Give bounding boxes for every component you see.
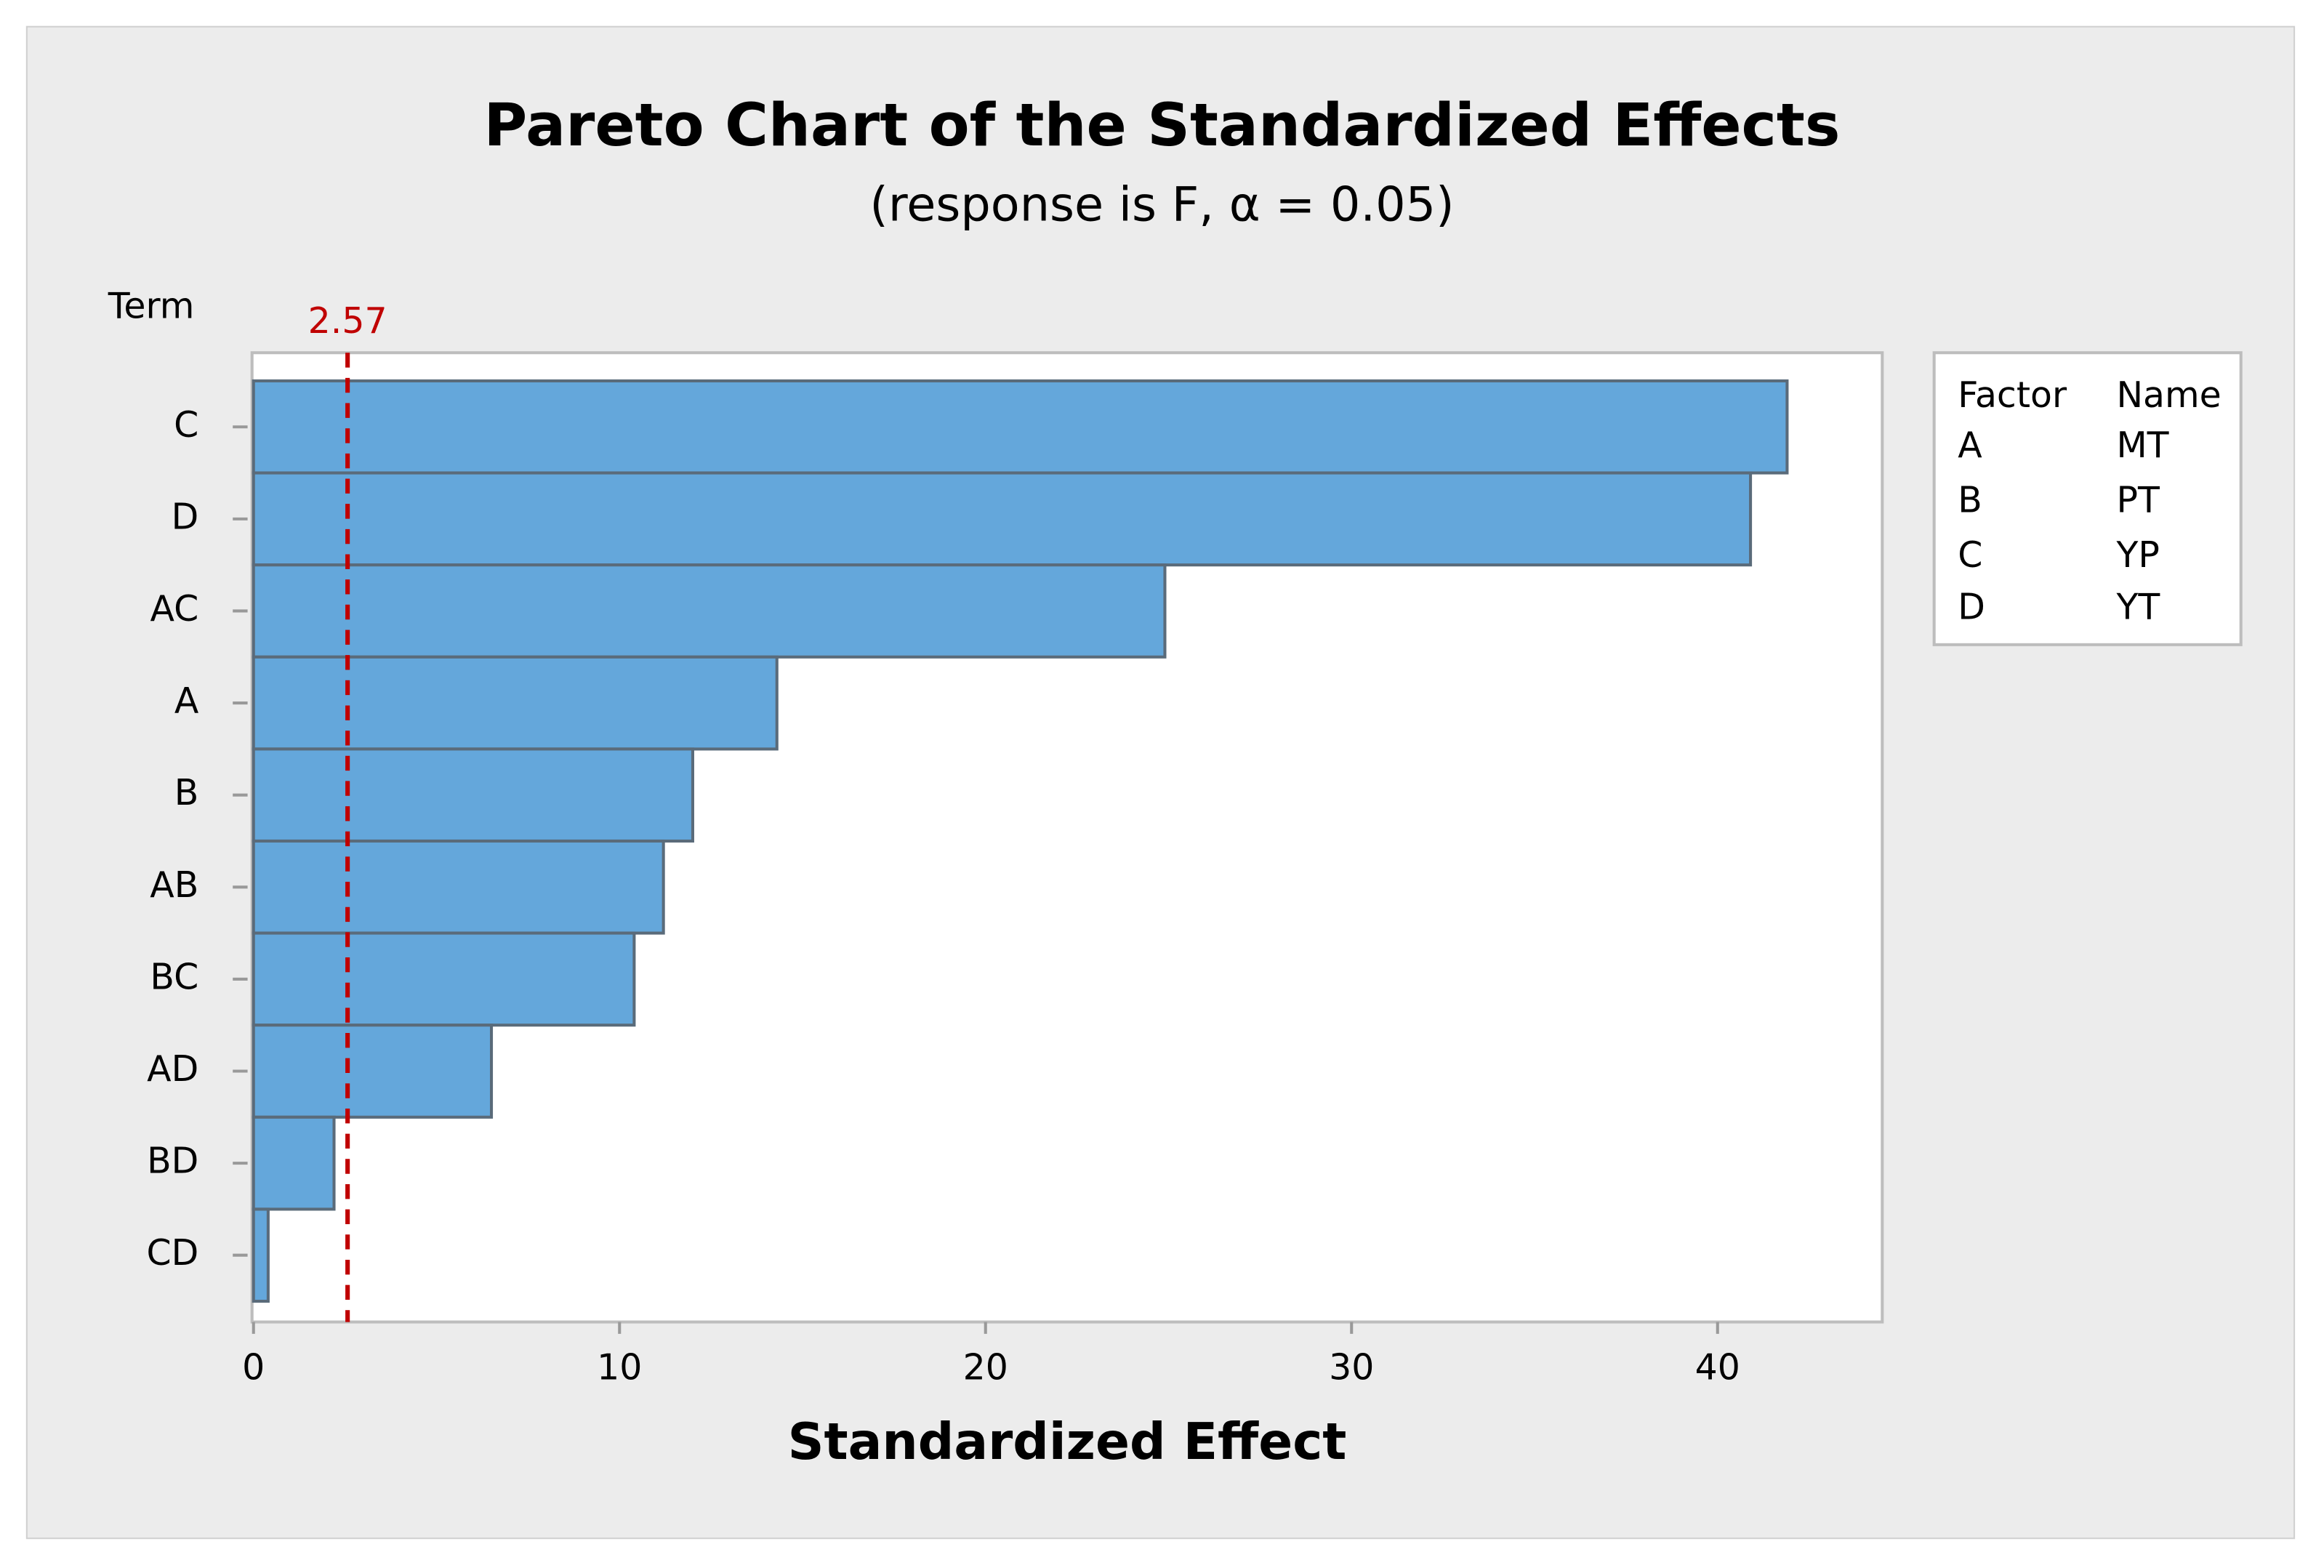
bar (252, 471, 1753, 567)
y-tick-label: AB (150, 864, 198, 906)
bar (252, 839, 665, 935)
chart-title: Pareto Chart of the Standardized Effects (484, 91, 1841, 160)
y-tick-label: C (174, 404, 198, 446)
factor-table-cell: YP (2115, 534, 2159, 576)
chart-subtitle: (response is F, α = 0.05) (869, 177, 1454, 232)
bar (252, 1115, 336, 1211)
x-tick-label: 20 (963, 1346, 1008, 1388)
bar (252, 379, 1789, 475)
x-tick-label: 0 (242, 1346, 265, 1388)
factor-table-cell: A (1958, 425, 1982, 466)
y-tick-label: CD (146, 1232, 198, 1274)
factor-table-box (1932, 351, 2243, 646)
y-tick-label: AD (147, 1048, 198, 1090)
x-tick-label: 10 (597, 1346, 642, 1388)
bar (252, 1207, 270, 1303)
factor-table-cell: D (1958, 586, 1985, 627)
y-tick-label: A (174, 680, 199, 722)
y-axis-title: Term (108, 286, 195, 327)
x-tick-label: 40 (1695, 1346, 1740, 1388)
factor-table-cell: C (1958, 534, 1982, 576)
factor-table-header: Name (2116, 374, 2221, 416)
factor-table-cell: PT (2116, 480, 2160, 521)
factor-table-cell: MT (2116, 425, 2169, 466)
y-tick-label: AC (150, 588, 199, 630)
y-tick-label: B (174, 772, 199, 813)
y-tick-label: BD (147, 1141, 198, 1182)
reference-line-label: 2.57 (308, 300, 387, 342)
y-tick-label: BC (150, 956, 198, 997)
x-axis-title: Standardized Effect (788, 1413, 1347, 1471)
bar (252, 747, 694, 843)
factor-table-header: Factor (1958, 374, 2067, 416)
bar (252, 931, 636, 1027)
bar (252, 655, 779, 751)
factor-table-cell: YT (2115, 586, 2160, 627)
factor-table-cell: B (1958, 480, 1982, 521)
y-tick-label: D (172, 496, 199, 537)
bar (252, 563, 1167, 659)
x-tick-label: 30 (1329, 1346, 1374, 1388)
bar (252, 1024, 494, 1119)
